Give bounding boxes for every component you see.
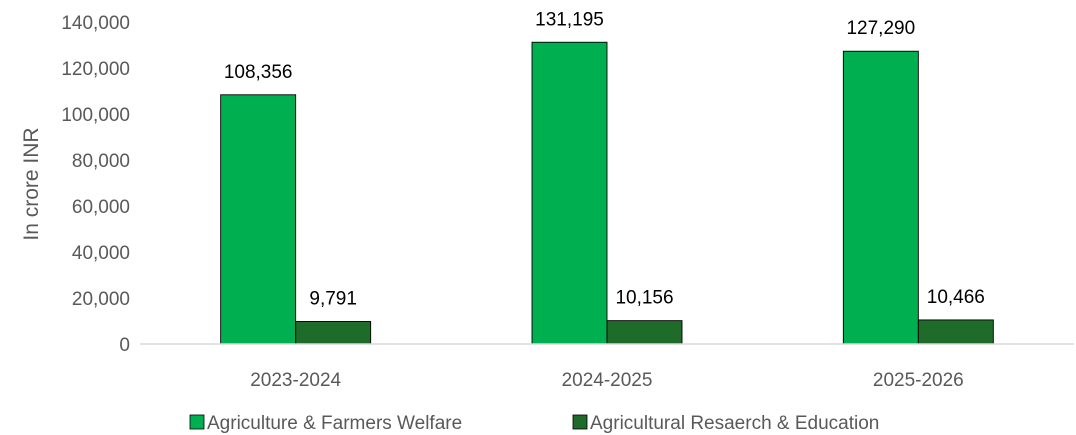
legend-swatch-agricultural-research-education	[572, 414, 588, 430]
y-tick-label: 120,000	[61, 59, 130, 80]
data-label: 108,356	[224, 62, 293, 83]
y-axis-title: In crore INR	[20, 127, 43, 240]
y-tick-label: 80,000	[72, 151, 130, 172]
y-tick-label: 100,000	[61, 105, 130, 126]
data-label: 131,195	[535, 9, 604, 30]
bar-agriculture-farmers-welfare-2024-2025	[531, 41, 608, 345]
y-tick-label: 0	[119, 335, 130, 356]
bar-group: 108,356 9,791 131,195 10,156 127,290 10,466	[220, 9, 994, 345]
y-tick-label: 140,000	[61, 13, 130, 34]
x-axis-ticks: 2023-2024 2024-2025 2025-2026	[250, 370, 964, 391]
x-tick-label: 2024-2025	[562, 370, 653, 391]
bar-agriculture-farmers-welfare-2023-2024	[220, 94, 297, 345]
x-tick-label: 2025-2026	[873, 370, 964, 391]
data-label: 9,791	[309, 288, 357, 309]
y-axis-ticks: 0 20,000 40,000 60,000 80,000 100,000 120,000 1…	[61, 13, 130, 356]
bar-agricultural-research-education-2024-2025	[606, 320, 683, 345]
bar-agricultural-research-education-2023-2024	[295, 321, 372, 345]
legend: Agriculture & Farmers Welfare Agricultur…	[189, 413, 879, 434]
legend-label-agriculture-farmers-welfare: Agriculture & Farmers Welfare	[207, 413, 462, 434]
x-tick-label: 2023-2024	[250, 370, 341, 391]
data-label: 10,466	[927, 287, 985, 308]
y-tick-label: 60,000	[72, 197, 130, 218]
y-tick-label: 20,000	[72, 289, 130, 310]
data-label: 10,156	[615, 288, 673, 309]
y-tick-label: 40,000	[72, 243, 130, 264]
legend-label-agricultural-research-education: Agricultural Resaerch & Education	[590, 413, 879, 434]
legend-swatch-agriculture-farmers-welfare	[189, 414, 205, 430]
bar-agriculture-farmers-welfare-2025-2026	[842, 50, 919, 345]
bar-agricultural-research-education-2025-2026	[917, 319, 994, 345]
data-label: 127,290	[846, 18, 915, 39]
